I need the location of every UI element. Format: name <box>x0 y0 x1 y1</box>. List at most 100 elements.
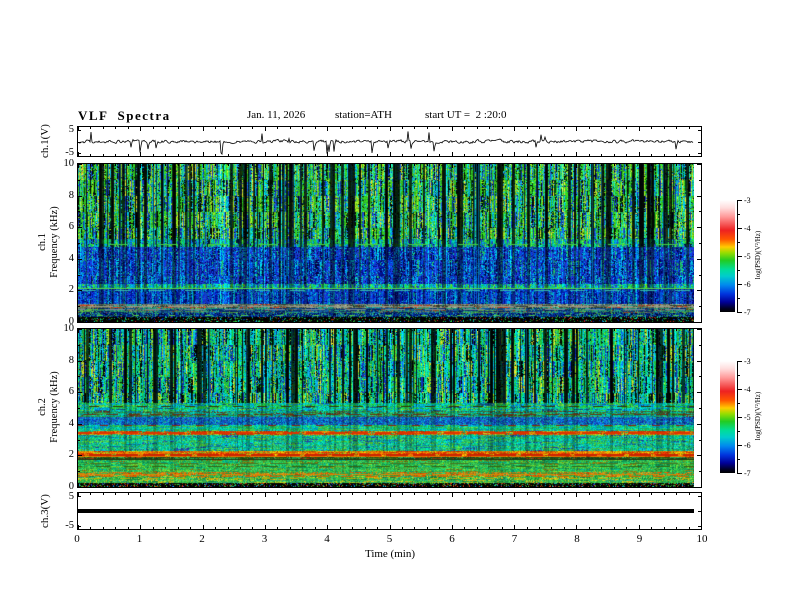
tick-mark <box>103 127 104 129</box>
tick-mark <box>477 329 478 331</box>
tick-mark <box>701 329 702 333</box>
freq-tick-label-ch2: 4 <box>68 417 74 429</box>
freq-tick-label-ch2: 10 <box>63 323 75 334</box>
tick-mark <box>439 527 440 529</box>
colorbar-minor-tick <box>737 298 740 299</box>
tick-mark <box>78 440 80 441</box>
tick-mark <box>165 329 166 331</box>
tick-mark <box>228 485 229 487</box>
tick-mark <box>178 329 179 331</box>
tick-mark <box>365 485 366 487</box>
tick-mark <box>639 127 640 131</box>
tick-mark <box>576 127 577 131</box>
tick-mark <box>178 154 179 156</box>
tick-mark <box>701 127 702 131</box>
tick-mark <box>252 154 253 156</box>
freq-tick-label-ch1: 10 <box>63 158 75 169</box>
tick-mark <box>551 320 552 322</box>
tick-mark <box>140 493 141 497</box>
tick-mark <box>527 485 528 487</box>
tick-mark <box>402 154 403 156</box>
tick-mark <box>614 320 615 322</box>
tick-mark <box>265 164 266 168</box>
tick-mark <box>639 483 640 487</box>
tick-mark <box>352 329 353 331</box>
tick-mark <box>699 180 701 181</box>
tick-mark <box>614 485 615 487</box>
tick-mark <box>103 329 104 331</box>
tick-mark <box>215 154 216 156</box>
tick-mark <box>302 164 303 166</box>
tick-mark <box>589 493 590 495</box>
tick-mark <box>327 493 328 497</box>
time-tick-label: 8 <box>574 533 580 545</box>
tick-mark <box>140 164 141 168</box>
tick-mark <box>302 527 303 529</box>
tick-mark <box>315 485 316 487</box>
time-tick-label: 10 <box>696 533 708 545</box>
tick-mark <box>676 127 677 129</box>
tick-mark <box>290 320 291 322</box>
tick-mark <box>352 164 353 166</box>
tick-mark <box>439 493 440 495</box>
tick-mark <box>639 493 640 497</box>
tick-mark <box>689 154 690 156</box>
tick-mark <box>390 127 391 131</box>
tick-mark <box>601 164 602 166</box>
volt-tick-label-ch1: 5 <box>68 124 74 135</box>
tick-mark <box>427 485 428 487</box>
tick-mark <box>277 493 278 495</box>
tick-mark <box>699 243 701 244</box>
tick-mark <box>639 318 640 322</box>
tick-mark <box>340 485 341 487</box>
tick-mark <box>103 154 104 156</box>
tick-mark <box>464 485 465 487</box>
tick-mark <box>664 485 665 487</box>
tick-mark <box>215 493 216 495</box>
tick-mark <box>489 527 490 529</box>
tick-mark <box>78 376 80 377</box>
tick-mark <box>352 320 353 322</box>
tick-mark <box>252 127 253 129</box>
tick-mark <box>414 527 415 529</box>
tick-mark <box>697 164 701 165</box>
tick-mark <box>676 164 677 166</box>
tick-mark <box>664 527 665 529</box>
tick-mark <box>315 320 316 322</box>
tick-mark <box>128 164 129 166</box>
tick-mark <box>639 329 640 333</box>
tick-mark <box>676 527 677 529</box>
colorbar-tick-label: -7 <box>744 469 751 478</box>
tick-mark <box>651 485 652 487</box>
tick-mark <box>327 152 328 156</box>
ch1-spec-ylabel: ch.1 Frequency (kHz) <box>37 206 60 278</box>
tick-mark <box>190 527 191 529</box>
tick-mark <box>165 485 166 487</box>
tick-mark <box>240 154 241 156</box>
colorbar-tick-label: -7 <box>744 308 751 317</box>
tick-mark <box>701 483 702 487</box>
tick-mark <box>626 527 627 529</box>
tick-mark <box>203 525 204 529</box>
tick-mark <box>539 127 540 129</box>
tick-mark <box>551 154 552 156</box>
tick-mark <box>327 329 328 333</box>
colorbar-tick <box>737 445 742 446</box>
ch1-waveform-panel <box>77 126 702 157</box>
tick-mark <box>203 483 204 487</box>
tick-mark <box>153 127 154 129</box>
tick-mark <box>664 493 665 495</box>
tick-mark <box>614 127 615 129</box>
tick-mark <box>639 152 640 156</box>
tick-mark <box>699 376 701 377</box>
tick-mark <box>626 320 627 322</box>
tick-mark <box>315 527 316 529</box>
time-tick-label: 3 <box>261 533 268 545</box>
tick-mark <box>290 127 291 129</box>
tick-mark <box>165 127 166 129</box>
tick-mark <box>477 493 478 495</box>
tick-mark <box>514 525 515 529</box>
tick-mark <box>90 127 91 129</box>
tick-mark <box>103 493 104 495</box>
time-tick-label: 1 <box>136 533 143 545</box>
